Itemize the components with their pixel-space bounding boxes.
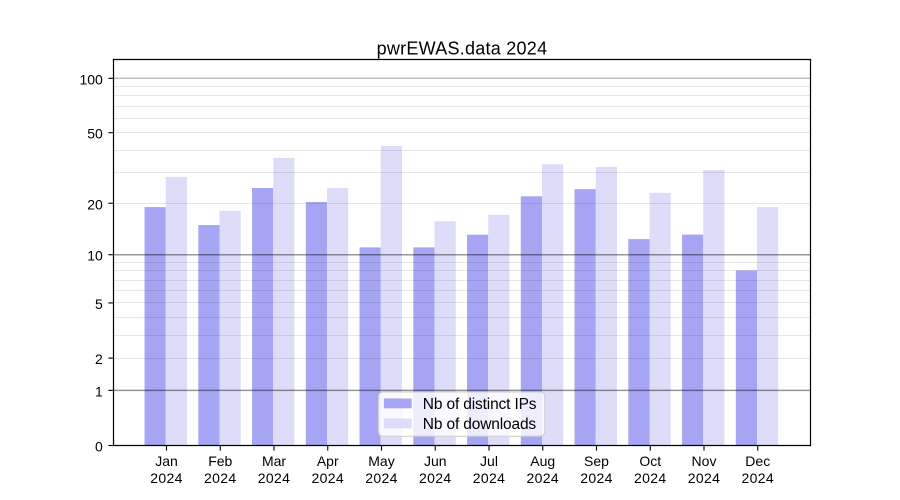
svg-text:Jan: Jan <box>155 453 178 469</box>
svg-text:Jun: Jun <box>424 453 447 469</box>
svg-text:2024: 2024 <box>634 470 667 486</box>
svg-text:20: 20 <box>87 196 103 212</box>
svg-text:2024: 2024 <box>741 470 774 486</box>
svg-text:5: 5 <box>95 296 103 312</box>
svg-text:Aug: Aug <box>530 453 555 469</box>
svg-text:2024: 2024 <box>688 470 721 486</box>
svg-text:Nov: Nov <box>692 453 717 469</box>
svg-text:2024: 2024 <box>311 470 344 486</box>
svg-text:Oct: Oct <box>639 453 661 469</box>
svg-text:Mar: Mar <box>262 453 286 469</box>
svg-text:10: 10 <box>87 248 103 264</box>
svg-text:May: May <box>368 453 394 469</box>
svg-text:1: 1 <box>95 383 103 399</box>
svg-text:2: 2 <box>95 351 103 367</box>
svg-text:2024: 2024 <box>580 470 613 486</box>
svg-text:0: 0 <box>95 439 103 455</box>
svg-text:2024: 2024 <box>473 470 506 486</box>
svg-text:2024: 2024 <box>526 470 559 486</box>
svg-text:2024: 2024 <box>150 470 183 486</box>
svg-text:Feb: Feb <box>208 453 232 469</box>
svg-text:2024: 2024 <box>204 470 237 486</box>
svg-text:Sep: Sep <box>584 453 609 469</box>
svg-text:2024: 2024 <box>419 470 452 486</box>
svg-text:Jul: Jul <box>480 453 498 469</box>
svg-text:2024: 2024 <box>258 470 291 486</box>
svg-text:pwrEWAS.data 2024: pwrEWAS.data 2024 <box>377 39 548 59</box>
svg-text:Nb of distinct IPs: Nb of distinct IPs <box>423 396 537 413</box>
svg-text:2024: 2024 <box>365 470 398 486</box>
svg-text:Dec: Dec <box>745 453 770 469</box>
svg-text:50: 50 <box>87 126 103 142</box>
svg-text:Nb of downloads: Nb of downloads <box>423 416 537 433</box>
svg-text:100: 100 <box>79 71 103 87</box>
svg-text:Apr: Apr <box>317 453 339 469</box>
